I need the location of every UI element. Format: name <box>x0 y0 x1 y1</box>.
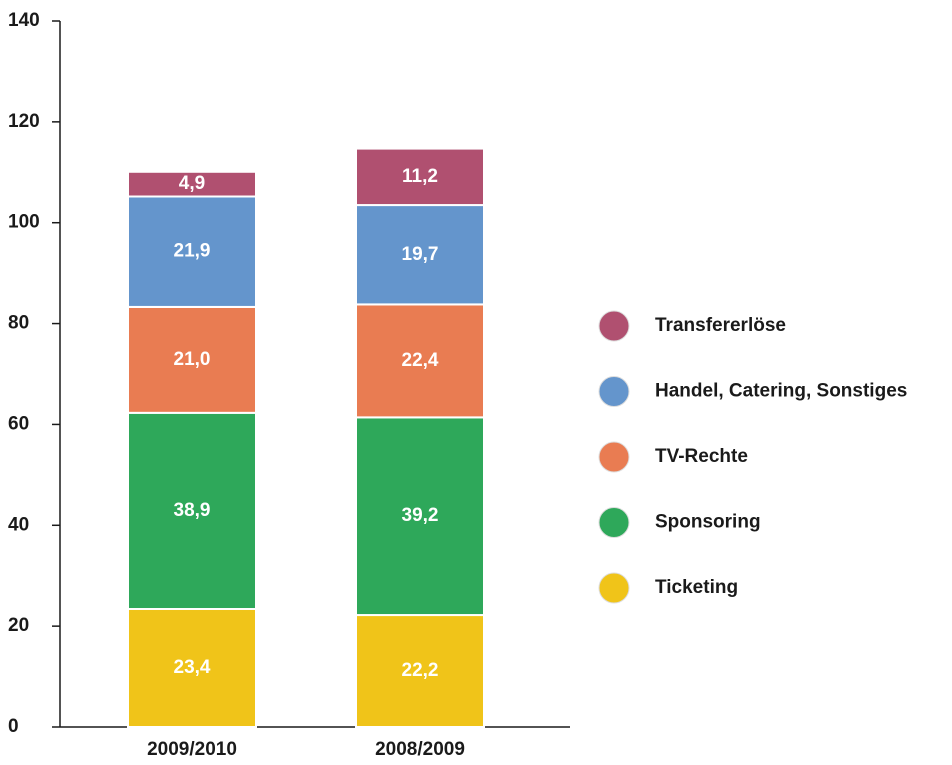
bar-segment <box>355 416 485 617</box>
y-tick-label: 20 <box>8 615 29 636</box>
y-tick-label: 140 <box>8 10 40 31</box>
bar-segment <box>127 170 257 198</box>
legend-swatch <box>598 376 630 407</box>
y-tick-label: 40 <box>8 514 29 535</box>
data-label: 19,7 <box>402 244 439 265</box>
legend-label: Transfererlöse <box>655 315 786 336</box>
y-tick-label: 100 <box>8 212 40 233</box>
legend-swatch <box>598 310 630 342</box>
y-tick-label: 60 <box>8 413 29 434</box>
legend-swatch <box>598 572 630 604</box>
y-tick-label: 120 <box>8 111 40 132</box>
legend-label: Sponsoring <box>655 512 761 533</box>
legend-label: TV-Rechte <box>655 446 748 467</box>
data-label: 21,9 <box>174 241 211 262</box>
bar-segment <box>127 305 257 414</box>
legend-label: Handel, Catering, Sonstiges <box>655 381 907 402</box>
data-label: 22,2 <box>402 660 439 681</box>
y-tick-label: 0 <box>8 716 19 737</box>
bar-segment <box>355 303 485 419</box>
data-label: 11,2 <box>402 166 438 187</box>
legend-label: Ticketing <box>655 577 738 598</box>
x-tick-label: 2008/2009 <box>375 739 465 760</box>
legend-swatch <box>598 441 630 473</box>
bar-segment <box>355 147 485 207</box>
bar-segment <box>355 614 485 729</box>
data-label: 21,0 <box>174 349 211 370</box>
bar-segment <box>355 204 485 306</box>
data-label: 4,9 <box>179 173 205 194</box>
legend-swatch <box>598 507 630 538</box>
y-tick-label: 80 <box>8 313 29 334</box>
x-tick-label: 2009/2010 <box>147 739 237 760</box>
data-label: 38,9 <box>174 500 211 521</box>
bar-segment <box>127 195 257 308</box>
data-label: 39,2 <box>402 505 439 526</box>
data-label: 22,4 <box>402 350 439 371</box>
bar-segment <box>127 411 257 610</box>
data-label: 23,4 <box>174 657 211 678</box>
